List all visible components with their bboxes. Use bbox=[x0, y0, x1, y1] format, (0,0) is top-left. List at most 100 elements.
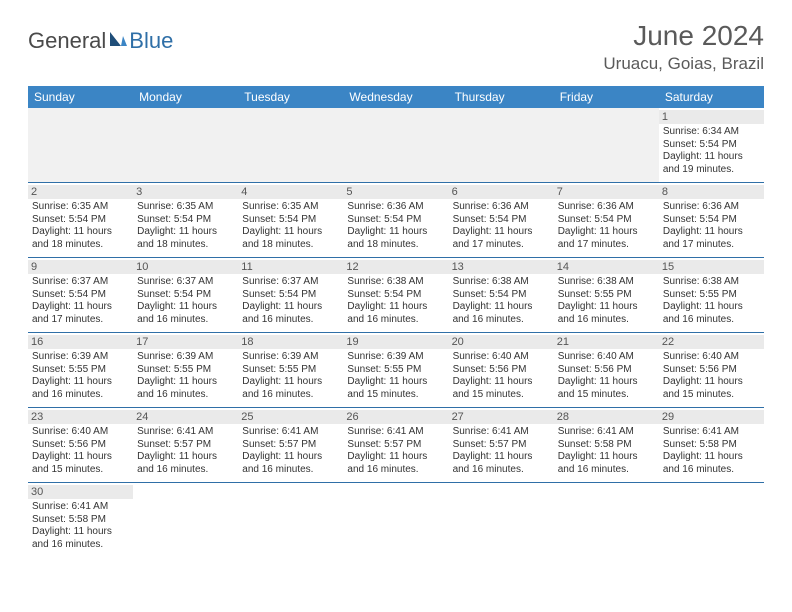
sunrise-text: Sunrise: 6:35 AM bbox=[242, 201, 339, 214]
daylight-text: Daylight: 11 hours and 18 minutes. bbox=[347, 226, 444, 251]
day-number: 5 bbox=[343, 185, 448, 199]
day-cell: 4 Sunrise: 6:35 AMSunset: 5:54 PMDaylight… bbox=[238, 183, 343, 258]
sunset-text: Sunset: 5:57 PM bbox=[137, 439, 234, 452]
day-cell: 7Sunrise: 6:36 AMSunset: 5:54 PMDaylight… bbox=[554, 183, 659, 258]
daylight-text: Daylight: 11 hours and 18 minutes. bbox=[32, 226, 129, 251]
day-details: Sunrise: 6:39 AMSunset: 5:55 PMDaylight:… bbox=[32, 351, 129, 401]
day-details: Sunrise: 6:37 AMSunset: 5:54 PMDaylight:… bbox=[32, 276, 129, 326]
day-details: Sunrise: 6:38 AMSunset: 5:55 PMDaylight:… bbox=[558, 276, 655, 326]
day-number: 19 bbox=[343, 335, 448, 349]
sunrise-text: Sunrise: 6:37 AM bbox=[32, 276, 129, 289]
day-details: Sunrise: 6:37 AMSunset: 5:54 PMDaylight:… bbox=[137, 276, 234, 326]
daylight-text: Daylight: 11 hours and 17 minutes. bbox=[663, 226, 760, 251]
day-cell: 12 Sunrise: 6:38 AMSunset: 5:54 PMDayligh… bbox=[343, 258, 448, 333]
day-number: 7 bbox=[554, 185, 659, 199]
day-details: Sunrise: 6:35 AMSunset: 5:54 PMDaylight:… bbox=[242, 201, 339, 251]
sunset-text: Sunset: 5:56 PM bbox=[558, 364, 655, 377]
empty-cell bbox=[449, 108, 554, 183]
empty-cell bbox=[28, 108, 133, 183]
sunrise-text: Sunrise: 6:39 AM bbox=[137, 351, 234, 364]
sunset-text: Sunset: 5:55 PM bbox=[32, 364, 129, 377]
day-cell: 28Sunrise: 6:41 AMSunset: 5:58 PMDayligh… bbox=[554, 408, 659, 483]
calendar-row: 16Sunrise: 6:39 AMSunset: 5:55 PMDayligh… bbox=[28, 333, 764, 408]
day-number: 13 bbox=[449, 260, 554, 274]
sunset-text: Sunset: 5:58 PM bbox=[32, 514, 129, 527]
sunrise-text: Sunrise: 6:41 AM bbox=[453, 426, 550, 439]
sunset-text: Sunset: 5:57 PM bbox=[453, 439, 550, 452]
page-title: June 2024 bbox=[603, 20, 764, 52]
day-number: 27 bbox=[449, 410, 554, 424]
weekday-header-row: SundayMondayTuesdayWednesdayThursdayFrid… bbox=[28, 86, 764, 108]
sunrise-text: Sunrise: 6:41 AM bbox=[242, 426, 339, 439]
header: General Blue June 2024 Uruacu, Goias, Br… bbox=[28, 20, 764, 74]
day-details: Sunrise: 6:38 AMSunset: 5:54 PMDaylight:… bbox=[347, 276, 444, 326]
daylight-text: Daylight: 11 hours and 16 minutes. bbox=[137, 301, 234, 326]
day-number: 15 bbox=[659, 260, 764, 274]
sunrise-text: Sunrise: 6:38 AM bbox=[347, 276, 444, 289]
sunset-text: Sunset: 5:54 PM bbox=[32, 289, 129, 302]
sunrise-text: Sunrise: 6:36 AM bbox=[558, 201, 655, 214]
day-number: 4 bbox=[238, 185, 343, 199]
empty-cell bbox=[238, 108, 343, 183]
day-details: Sunrise: 6:41 AMSunset: 5:57 PMDaylight:… bbox=[453, 426, 550, 476]
day-cell: 6Sunrise: 6:36 AMSunset: 5:54 PMDaylight… bbox=[449, 183, 554, 258]
daylight-text: Daylight: 11 hours and 16 minutes. bbox=[32, 376, 129, 401]
sunset-text: Sunset: 5:56 PM bbox=[663, 364, 760, 377]
daylight-text: Daylight: 11 hours and 16 minutes. bbox=[558, 451, 655, 476]
day-number: 22 bbox=[659, 335, 764, 349]
day-details: Sunrise: 6:40 AMSunset: 5:56 PMDaylight:… bbox=[453, 351, 550, 401]
weekday-header: Saturday bbox=[659, 86, 764, 108]
weekday-header: Sunday bbox=[28, 86, 133, 108]
sunrise-text: Sunrise: 6:38 AM bbox=[663, 276, 760, 289]
sunrise-text: Sunrise: 6:41 AM bbox=[663, 426, 760, 439]
day-number: 2 bbox=[28, 185, 133, 199]
weekday-header: Wednesday bbox=[343, 86, 448, 108]
sunset-text: Sunset: 5:54 PM bbox=[242, 289, 339, 302]
calendar-row: 1Sunrise: 6:34 AMSunset: 5:54 PMDaylight… bbox=[28, 108, 764, 183]
day-details: Sunrise: 6:39 AMSunset: 5:55 PMDaylight:… bbox=[347, 351, 444, 401]
sunset-text: Sunset: 5:58 PM bbox=[558, 439, 655, 452]
day-details: Sunrise: 6:40 AMSunset: 5:56 PMDaylight:… bbox=[558, 351, 655, 401]
day-details: Sunrise: 6:35 AMSunset: 5:54 PMDaylight:… bbox=[32, 201, 129, 251]
day-number: 16 bbox=[28, 335, 133, 349]
empty-cell bbox=[343, 108, 448, 183]
day-number: 3 bbox=[133, 185, 238, 199]
day-details: Sunrise: 6:41 AMSunset: 5:57 PMDaylight:… bbox=[137, 426, 234, 476]
day-number: 28 bbox=[554, 410, 659, 424]
sunset-text: Sunset: 5:54 PM bbox=[137, 289, 234, 302]
day-cell: 5Sunrise: 6:36 AMSunset: 5:54 PMDaylight… bbox=[343, 183, 448, 258]
day-number: 12 bbox=[343, 260, 448, 274]
day-cell: 9 Sunrise: 6:37 AMSunset: 5:54 PMDaylight… bbox=[28, 258, 133, 333]
day-cell: 10Sunrise: 6:37 AMSunset: 5:54 PMDayligh… bbox=[133, 258, 238, 333]
daylight-text: Daylight: 11 hours and 16 minutes. bbox=[453, 301, 550, 326]
empty-cell bbox=[133, 108, 238, 183]
day-number: 26 bbox=[343, 410, 448, 424]
day-cell: 21 Sunrise: 6:40 AMSunset: 5:56 PMDayligh… bbox=[554, 333, 659, 408]
day-details: Sunrise: 6:38 AMSunset: 5:55 PMDaylight:… bbox=[663, 276, 760, 326]
daylight-text: Daylight: 11 hours and 16 minutes. bbox=[242, 451, 339, 476]
daylight-text: Daylight: 11 hours and 16 minutes. bbox=[453, 451, 550, 476]
sunrise-text: Sunrise: 6:38 AM bbox=[558, 276, 655, 289]
daylight-text: Daylight: 11 hours and 16 minutes. bbox=[32, 526, 129, 551]
sunrise-text: Sunrise: 6:39 AM bbox=[347, 351, 444, 364]
day-cell: 16 Sunrise: 6:39 AMSunset: 5:55 PMDayligh… bbox=[28, 333, 133, 408]
day-cell: 22Sunrise: 6:40 AMSunset: 5:56 PMDayligh… bbox=[659, 333, 764, 408]
day-cell: 23Sunrise: 6:40 AMSunset: 5:56 PMDayligh… bbox=[28, 408, 133, 483]
calendar-row: 9Sunrise: 6:37 AMSunset: 5:54 PMDaylight… bbox=[28, 258, 764, 333]
sunset-text: Sunset: 5:54 PM bbox=[32, 214, 129, 227]
daylight-text: Daylight: 11 hours and 17 minutes. bbox=[453, 226, 550, 251]
day-number: 6 bbox=[449, 185, 554, 199]
sail-icon bbox=[108, 28, 128, 54]
day-number: 11 bbox=[238, 260, 343, 274]
day-cell: 1Sunrise: 6:34 AMSunset: 5:54 PMDaylight… bbox=[659, 108, 764, 183]
day-cell: 14Sunrise: 6:38 AMSunset: 5:55 PMDayligh… bbox=[554, 258, 659, 333]
daylight-text: Daylight: 11 hours and 16 minutes. bbox=[663, 451, 760, 476]
calendar-table: SundayMondayTuesdayWednesdayThursdayFrid… bbox=[28, 86, 764, 557]
daylight-text: Daylight: 11 hours and 16 minutes. bbox=[663, 301, 760, 326]
sunset-text: Sunset: 5:54 PM bbox=[558, 214, 655, 227]
day-number: 9 bbox=[28, 260, 133, 274]
sunrise-text: Sunrise: 6:40 AM bbox=[663, 351, 760, 364]
daylight-text: Daylight: 11 hours and 18 minutes. bbox=[242, 226, 339, 251]
day-number: 21 bbox=[554, 335, 659, 349]
weekday-header: Friday bbox=[554, 86, 659, 108]
